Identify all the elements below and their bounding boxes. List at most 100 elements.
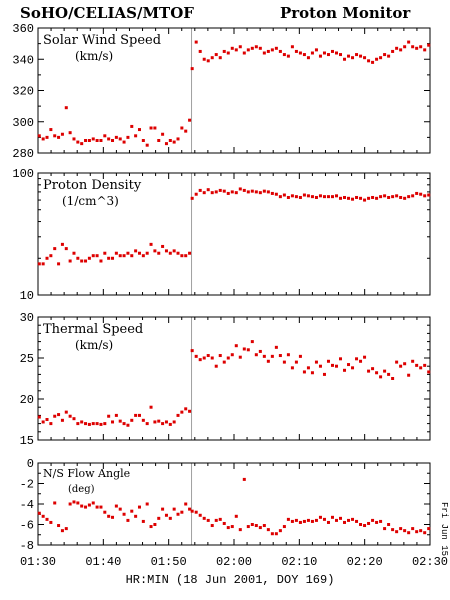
density-point <box>172 249 176 253</box>
speed-point <box>37 134 41 138</box>
speed-point <box>395 46 399 50</box>
speed-point <box>95 139 99 142</box>
thermal-point <box>310 371 314 375</box>
angle-point <box>84 505 88 509</box>
density-point <box>403 196 407 200</box>
density-point <box>214 190 218 194</box>
density-point <box>306 194 310 198</box>
speed-point <box>53 134 57 138</box>
thermal-point <box>168 422 172 426</box>
density-point <box>355 195 359 199</box>
speed-point <box>322 51 326 55</box>
speed-point <box>371 60 375 64</box>
thermal-point <box>371 367 375 371</box>
angle-point <box>49 520 53 524</box>
y-tick-label: 360 <box>12 22 34 36</box>
thermal-point <box>180 410 184 414</box>
density-point <box>423 194 427 198</box>
x-tick-label: 02:10 <box>281 555 317 569</box>
angle-point <box>347 518 351 522</box>
density-point <box>157 251 161 255</box>
angle-point <box>343 520 347 524</box>
density-point <box>282 193 286 197</box>
angle-point <box>184 502 188 506</box>
angle-point <box>423 531 427 535</box>
density-point <box>130 254 134 258</box>
y-tick-label: 280 <box>12 147 34 161</box>
thermal-point <box>95 422 99 426</box>
speed-point <box>99 139 103 142</box>
angle-point <box>238 528 242 532</box>
angle-point <box>282 525 286 529</box>
angle-point <box>188 507 192 511</box>
thermal-point <box>111 420 115 424</box>
speed-point <box>298 51 302 55</box>
thermal-point <box>53 414 57 418</box>
angle-point <box>145 502 149 506</box>
speed-point <box>72 137 76 141</box>
angle-point <box>242 477 246 481</box>
density-point <box>64 247 68 251</box>
figure-title-right: Proton Monitor <box>280 4 411 22</box>
thermal-point <box>226 356 230 360</box>
speed-point <box>176 137 180 141</box>
angle-point <box>367 521 371 525</box>
thermal-point <box>45 418 49 421</box>
density-point <box>126 251 130 255</box>
y-tick-label: 0 <box>27 457 34 471</box>
speed-point <box>107 137 111 141</box>
density-point <box>80 259 84 263</box>
thermal-point <box>41 420 45 424</box>
thermal-point <box>399 364 403 368</box>
speed-point <box>391 49 395 53</box>
angle-point <box>64 527 68 531</box>
density-point <box>164 249 168 253</box>
thermal-point <box>68 414 72 418</box>
speed-point <box>49 128 53 132</box>
speed-point <box>218 56 222 60</box>
density-point <box>326 195 330 199</box>
density-point <box>68 259 72 263</box>
x-tick-label: 02:00 <box>216 555 252 569</box>
speed-point <box>355 53 359 57</box>
y-tick-label: -4 <box>20 498 34 512</box>
thermal-point <box>161 422 165 426</box>
density-point <box>266 190 270 194</box>
density-point <box>137 251 141 255</box>
speed-point <box>80 142 84 146</box>
density-point <box>290 194 294 198</box>
angle-point <box>411 527 415 531</box>
angle-point <box>157 516 161 520</box>
speed-point <box>130 124 134 128</box>
y-tick-label: -8 <box>20 539 34 553</box>
density-point <box>103 251 107 255</box>
angle-point <box>391 528 395 532</box>
thermal-point <box>254 353 258 357</box>
speed-point <box>87 139 91 142</box>
thermal-point <box>188 409 192 413</box>
angle-point <box>164 513 168 517</box>
thermal-point <box>294 360 298 364</box>
speed-point <box>286 54 290 58</box>
angle-point <box>355 519 359 523</box>
thermal-point <box>57 413 61 417</box>
thermal-point <box>282 360 286 364</box>
density-point <box>238 187 242 191</box>
speed-point <box>180 126 184 130</box>
speed-point <box>246 48 250 52</box>
density-point <box>274 192 278 196</box>
angle-point <box>111 515 115 519</box>
speed-point <box>206 59 210 63</box>
angle-point <box>76 501 80 505</box>
angle-point <box>230 525 234 529</box>
angle-point <box>137 505 141 509</box>
thermal-point <box>266 359 270 363</box>
thermal-point <box>274 345 278 349</box>
angle-point <box>190 509 194 513</box>
thermal-point <box>359 359 363 363</box>
thermal-point <box>347 363 351 367</box>
density-point <box>95 254 99 258</box>
speed-point <box>411 45 415 49</box>
angle-point <box>153 523 157 526</box>
